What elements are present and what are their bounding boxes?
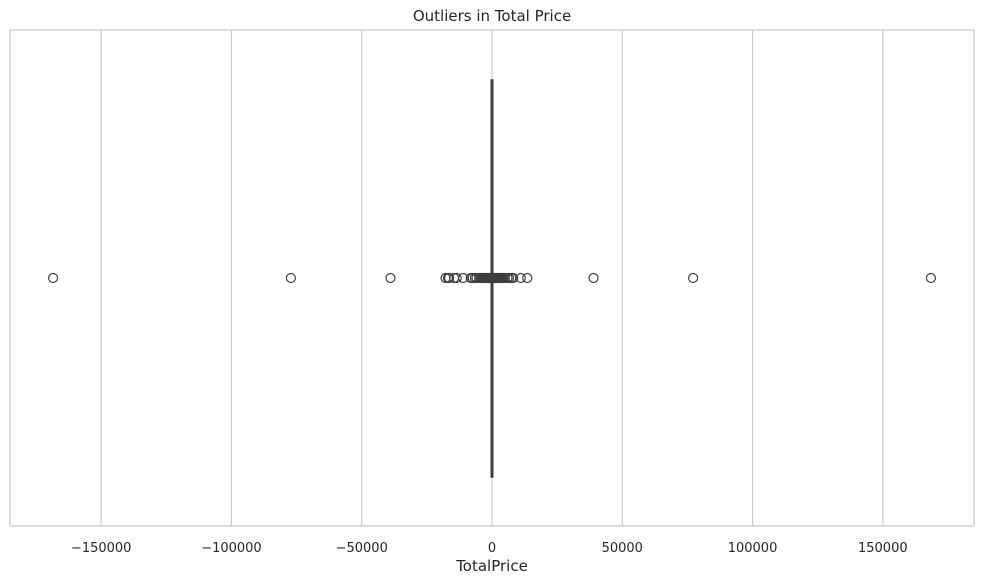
plot-frame (9, 29, 975, 527)
outlier-point (285, 272, 297, 284)
outlier-point (588, 272, 599, 284)
chart-title: Outliers in Total Price (413, 7, 571, 25)
outlier-point (385, 272, 396, 284)
x-axis-label: TotalPrice (455, 557, 528, 575)
x-tick-labels: −150000 −100000 −50000 0 50000 100000 150000 (71, 541, 908, 556)
x-tick-label: 0 (488, 541, 496, 556)
outlier-point (515, 272, 526, 284)
outlier-point (687, 272, 699, 284)
x-tick-label: −150000 (71, 541, 132, 556)
outlier-point (499, 272, 510, 284)
outlier-point (451, 272, 462, 284)
outlier-points (47, 272, 937, 284)
x-tick-label: −50000 (336, 541, 388, 556)
x-tick-label: −100000 (201, 541, 262, 556)
outlier-point (47, 272, 59, 284)
outlier-point (522, 272, 533, 284)
outlier-point (508, 272, 519, 284)
x-tick-label: 100000 (728, 541, 778, 556)
outlier-point (925, 272, 937, 284)
x-tick-label: 50000 (602, 541, 643, 556)
x-tick-label: 150000 (858, 541, 908, 556)
outlier-point (444, 272, 455, 284)
